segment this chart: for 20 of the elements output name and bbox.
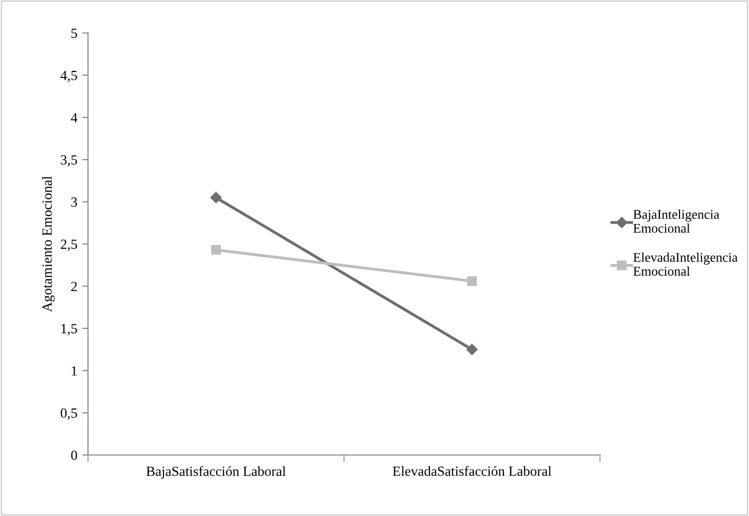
y-tick-label: 4,5 bbox=[60, 70, 78, 82]
point bbox=[467, 276, 477, 286]
point bbox=[210, 192, 222, 204]
y-tick-label: 1,5 bbox=[61, 324, 78, 336]
y-axis-title: Agotamiento Emocional bbox=[42, 176, 55, 312]
y-tick-label: 0 bbox=[71, 450, 78, 460]
x-tick-label: BajaSatisfacción Laboral bbox=[146, 466, 286, 479]
y-tick-label: 2 bbox=[71, 282, 77, 292]
legend-label: ElevadaInteligencia Emocional bbox=[633, 252, 738, 276]
y-tick-label: 2,5 bbox=[60, 240, 78, 251]
y-tick-label: 0,5 bbox=[60, 408, 78, 420]
legend-label: BajaInteligencia Emocional bbox=[633, 210, 720, 233]
x-tick-label: ElevadaSatisfacción Laboral bbox=[392, 466, 552, 476]
y-tick-label: 3,5 bbox=[60, 155, 78, 167]
y-tick-label: 4 bbox=[70, 113, 78, 122]
point bbox=[211, 245, 221, 255]
point bbox=[466, 344, 478, 356]
y-tick-label: 5 bbox=[71, 28, 78, 38]
y-tick-label: 1 bbox=[72, 366, 77, 376]
y-tick-label: 3 bbox=[71, 197, 78, 207]
